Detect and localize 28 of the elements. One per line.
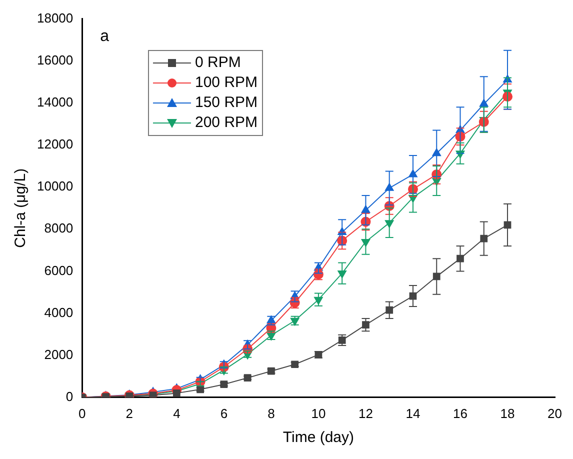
y-tick-label: 10000 <box>36 178 74 194</box>
x-tick-label: 4 <box>173 406 180 421</box>
x-tick-label: 10 <box>311 406 326 421</box>
legend-label: 150 RPM <box>195 93 258 113</box>
x-tick-label: 2 <box>126 406 134 421</box>
annotation: a <box>100 28 110 45</box>
y-axis-title: Chl-a (μg/L) <box>12 168 30 248</box>
y-tick-label: 2000 <box>44 346 74 362</box>
legend-label: 100 RPM <box>195 73 258 93</box>
y-tick-label: 4000 <box>44 304 74 320</box>
x-tick-label: 6 <box>220 406 228 421</box>
x-tick-label: 16 <box>453 406 468 421</box>
x-axis-title: Time (day) <box>282 429 354 446</box>
legend-label: 0 RPM <box>195 53 241 73</box>
y-tick-label: 8000 <box>44 220 74 236</box>
x-tick-label: 12 <box>358 406 373 421</box>
y-tick-label: 16000 <box>36 52 74 68</box>
y-tick-label: 6000 <box>44 262 74 278</box>
x-tick-label: 14 <box>406 406 420 421</box>
y-tick-label: 0 <box>66 388 74 404</box>
x-tick-label: 8 <box>268 406 275 421</box>
x-tick-label: 18 <box>500 406 515 421</box>
y-tick-label: 18000 <box>36 10 74 26</box>
y-tick-label: 12000 <box>36 136 74 152</box>
x-tick-label: 0 <box>78 406 86 421</box>
y-tick-label: 14000 <box>36 94 74 110</box>
x-tick-label: 20 <box>548 406 562 421</box>
legend-label: 200 RPM <box>195 113 258 133</box>
